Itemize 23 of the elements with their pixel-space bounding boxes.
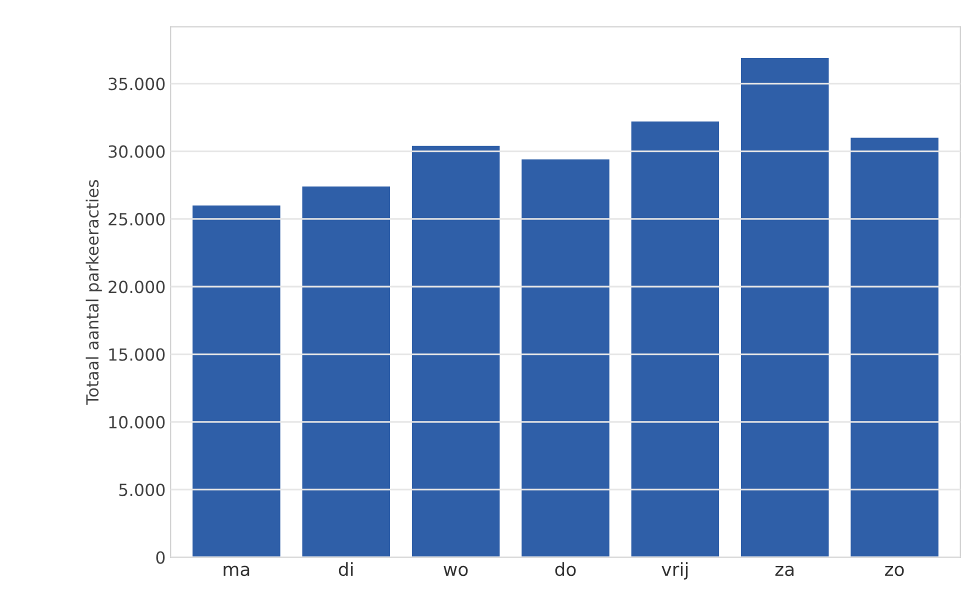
y-tick-label: 15.000 xyxy=(109,348,165,361)
bar xyxy=(522,159,610,558)
x-tick-label: za xyxy=(775,566,794,576)
x-tick-label: di xyxy=(338,562,353,576)
y-tick-label: 30.000 xyxy=(108,145,165,158)
bar xyxy=(412,146,500,558)
x-tick-label: ma xyxy=(224,566,250,576)
y-axis-title: Totaal aantal parkeeracties xyxy=(86,180,102,405)
x-tick-label: wo xyxy=(444,566,468,576)
y-tick-label: 25.000 xyxy=(108,212,165,226)
y-tick-label: 35.000 xyxy=(108,78,165,90)
x-tick-label: do xyxy=(555,562,576,576)
bar xyxy=(192,205,280,558)
bar xyxy=(302,186,390,558)
y-tick-label: 5.000 xyxy=(119,484,165,496)
x-tick-label: vrij xyxy=(662,562,688,580)
bar xyxy=(741,58,829,558)
bar xyxy=(850,138,938,558)
bar xyxy=(631,122,720,558)
y-tick-label: 0 xyxy=(156,551,165,564)
y-tick-label: 10.000 xyxy=(109,416,165,429)
y-tick-label: 20.000 xyxy=(108,280,165,294)
x-tick-label: zo xyxy=(885,566,904,576)
